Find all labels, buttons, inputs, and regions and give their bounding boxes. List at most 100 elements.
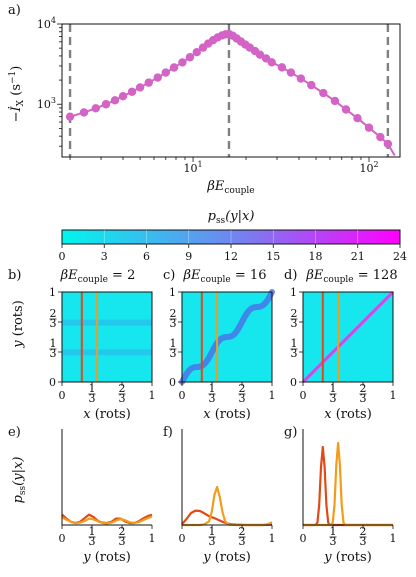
panel-c-diagonal-band	[179, 289, 275, 385]
panel-b-background	[62, 292, 152, 382]
panel-d-ytick-label-2: 23	[290, 307, 298, 330]
panel-a-point	[127, 87, 137, 96]
panel-b-label: b)	[8, 268, 21, 283]
panel-a-point	[307, 80, 316, 90]
heatmap-ylabel: y (rots)	[11, 300, 26, 349]
panel-b-band-0	[62, 349, 152, 356]
panel-g-series-red	[303, 445, 393, 527]
panel-a-xlabel: βEcouple	[206, 179, 254, 196]
panel-c-ytick-label-1-den: 3	[170, 347, 177, 360]
colorbar-tick-label: 18	[309, 250, 323, 263]
colorbar-tick-label: 0	[59, 250, 66, 263]
panel-b-ytick-label-3: 1	[49, 286, 56, 299]
colorbar: pss(y|x) 0 3 6 9 12 15 18 21 24	[59, 209, 408, 263]
panel-d-label: d)	[284, 268, 297, 283]
panel-a-xtick-label-1-exp: 2	[373, 160, 378, 169]
panel-f-series-orange	[182, 485, 273, 527]
panel-b-xtick-label-0: 0	[59, 389, 66, 402]
panel-a-point	[135, 83, 145, 92]
panel-c-xlabel: x (rots)	[203, 407, 251, 422]
panel-c-xtick-label-1-num: 1	[209, 382, 216, 395]
panel-a-ytick-label-1-exp: 4	[51, 16, 56, 25]
panel-d-frame	[302, 291, 394, 383]
panel-d-xtick-label-0: 0	[300, 389, 307, 402]
panel-f-xtick-label-1: 13	[208, 525, 216, 548]
panel-d-xtick-label-1: 13	[329, 382, 337, 405]
colorbar-tick-label: 15	[266, 250, 280, 263]
panel-a-point	[341, 105, 351, 114]
panel-g-label: g)	[284, 425, 297, 440]
panel-c-ytick-label-2: 23	[169, 307, 177, 330]
panel-g-xtick-label-2-num: 2	[360, 525, 367, 538]
panel-b-xtick-label-2-den: 3	[119, 392, 126, 405]
panel-a-point	[144, 78, 153, 87]
panel-a-xtick-label-0: 101	[184, 160, 203, 175]
panel-a-point	[101, 100, 111, 109]
panel-a-point	[383, 139, 393, 149]
panel-e-xtick-label-1-num: 1	[89, 525, 96, 538]
panel-g-xtick-label-3: 1	[390, 532, 397, 545]
panel-d-title: βEcouple = 128	[305, 268, 397, 285]
colorbar-tick-label: 12	[224, 250, 238, 263]
panel-d-ytick-label-2-num: 2	[291, 307, 298, 320]
panel-d-ytick-label-3: 1	[290, 286, 297, 299]
panel-c-xtick-label-2-num: 2	[239, 382, 246, 395]
panel-c-ytick-label-2-den: 3	[170, 317, 177, 330]
panel-a-point	[286, 68, 296, 77]
panel-b-ytick-label-2: 23	[49, 307, 57, 330]
panel-a-point	[364, 123, 374, 132]
panel-b-xtick-label-2-num: 2	[119, 382, 126, 395]
panel-e-series-orange	[61, 515, 153, 525]
panel-e-xtick-label-2-den: 3	[119, 535, 126, 548]
panel-e-xlabel-var: y	[82, 550, 91, 565]
panel-d-xtick-label-1-den: 3	[330, 392, 337, 405]
panel-e-xtick-label-2: 23	[118, 525, 126, 548]
panel-d-ytick-label-1-den: 3	[291, 347, 298, 360]
colorbar-tick-label: 24	[393, 250, 407, 263]
panel-c-ytick-label-1: 13	[169, 337, 177, 360]
colorbar-tick-label: 21	[351, 250, 365, 263]
panel-a-point	[79, 108, 89, 117]
panel-f-xtick-label-0: 0	[179, 532, 186, 545]
panel-a-point	[65, 112, 75, 121]
panel-c-label: c)	[163, 268, 175, 283]
panel-d-ytick-label-1: 13	[290, 337, 298, 360]
panel-d-xlabel-unit: (rots)	[332, 407, 372, 422]
panel-g-xtick-label-1-den: 3	[330, 535, 337, 548]
panel-c-title: βEcouple = 16	[183, 268, 267, 285]
panel-d-ytick-label-2-den: 3	[291, 317, 298, 330]
panel-c-ytick-label-3: 1	[169, 286, 176, 299]
panel-c-ytick-label-2-num: 2	[170, 307, 177, 320]
panel-e-xlabel-unit: (rots)	[91, 550, 131, 565]
panel-a-point	[178, 58, 187, 67]
panel-a-point	[353, 113, 362, 123]
panel-e-ylabel: pss(y|x)	[11, 457, 28, 504]
panel-a-point	[277, 63, 287, 72]
panel-c-xlabel-var: x	[203, 407, 211, 422]
panel-c-ytick-label-0: 0	[169, 376, 176, 389]
panel-g-xtick-label-1-num: 1	[330, 525, 337, 538]
panel-f-xtick-label-3: 1	[269, 532, 276, 545]
panel-f-xtick-label-2-num: 2	[239, 525, 246, 538]
panel-a-line-chart: a) 101 102 103 104 −İX (s−1) βEcouple	[7, 3, 401, 196]
panel-a-point	[192, 48, 201, 57]
panel-c-xtick-label-1: 13	[208, 382, 216, 405]
panel-c-xtick-label-3: 1	[269, 389, 276, 402]
panel-g-xtick-label-0: 0	[300, 532, 307, 545]
panel-c-ytick-label-1-num: 1	[170, 337, 177, 350]
panel-f-label: f)	[163, 425, 173, 440]
panel-d-xlabel-var: x	[324, 407, 332, 422]
panel-a-ytick-label-0: 103	[37, 96, 56, 111]
panel-e-xlabel: y (rots)	[82, 550, 131, 565]
panel-b-band-1	[62, 319, 152, 326]
colorbar-ticks: 0 3 6 9 12 15 18 21 24	[59, 230, 407, 263]
panel-e-xtick-label-3: 1	[149, 532, 156, 545]
panel-c-xtick-label-1-den: 3	[209, 392, 216, 405]
panel-a-point	[319, 88, 328, 98]
panel-d-xtick-label-2: 23	[359, 382, 367, 405]
panel-a-point	[267, 58, 276, 67]
